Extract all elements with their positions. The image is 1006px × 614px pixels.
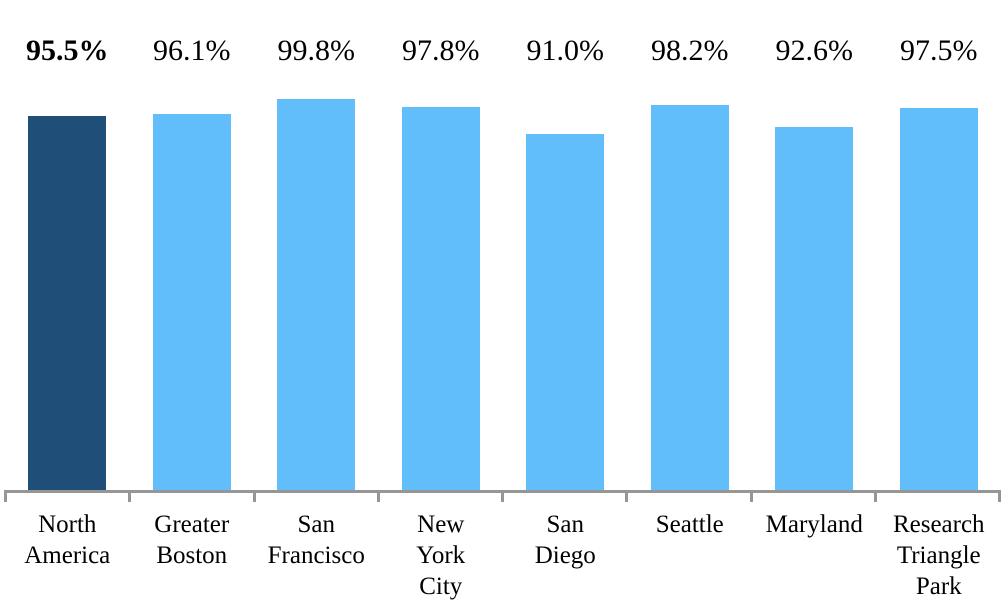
bar-6 <box>775 127 854 493</box>
x-axis-line <box>4 490 1001 502</box>
category-label-0: North America <box>24 511 111 569</box>
plot-area <box>5 85 1001 493</box>
axis-tick-cell-3 <box>376 493 501 502</box>
bar-cell-4 <box>503 85 628 493</box>
category-label-3: New York City <box>416 511 466 600</box>
category-label-1: Greater Boston <box>154 511 230 569</box>
bar-cell-5 <box>628 85 753 493</box>
value-label-2: 99.8% <box>277 34 356 67</box>
axis-tick-cell-5 <box>625 493 749 502</box>
value-label-7: 97.5% <box>900 34 978 67</box>
bar-cell-3 <box>379 85 504 493</box>
bar-cell-2 <box>254 85 379 493</box>
value-label-4: 91.0% <box>526 34 605 67</box>
category-label-4: San Diego <box>534 511 596 569</box>
value-label-0: 95.5% <box>26 34 109 67</box>
axis-tick-cell-1 <box>128 493 252 502</box>
category-label-6: Maryland <box>765 511 863 538</box>
bar-cell-1 <box>130 85 255 493</box>
value-label-6: 92.6% <box>775 34 854 67</box>
axis-tick-cell-4 <box>501 493 625 502</box>
bar-1 <box>152 113 231 493</box>
axis-tick-cell-0 <box>4 493 128 502</box>
bar-5 <box>650 105 729 493</box>
bar-cell-6 <box>752 85 877 493</box>
bar-7 <box>899 108 978 493</box>
bar-4 <box>526 133 605 493</box>
axis-tick-cell-7 <box>873 493 1001 502</box>
bar-cell-7 <box>877 85 1002 493</box>
category-label-5: Seattle <box>655 511 724 538</box>
bar-0 <box>28 116 107 493</box>
bar-cell-0 <box>5 85 130 493</box>
bar-2 <box>277 99 356 493</box>
category-label-2: San Francisco <box>267 511 365 569</box>
value-label-3: 97.8% <box>402 34 480 67</box>
category-labels-row: North America Greater Boston San Francisco… <box>5 509 1001 602</box>
value-label-5: 98.2% <box>651 34 729 67</box>
value-labels-row: 95.5% 96.1% 99.8% 97.8% 91.0% 98.2% 92.6% 97.5% <box>5 31 1001 71</box>
axis-tick-cell-2 <box>252 493 377 502</box>
axis-tick-cell-6 <box>749 493 874 502</box>
bar-3 <box>401 106 480 493</box>
value-label-1: 96.1% <box>153 34 231 67</box>
category-label-7: Research Triangle Park <box>892 511 985 600</box>
